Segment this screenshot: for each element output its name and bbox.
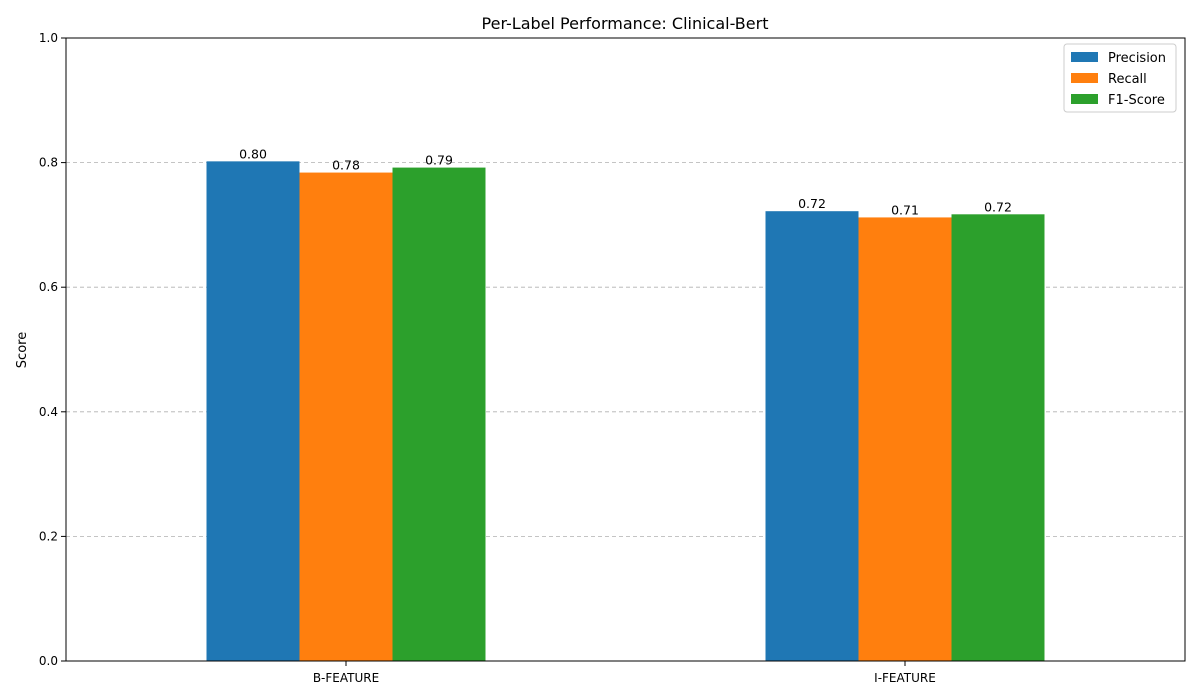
bar-precision-b-feature bbox=[206, 161, 300, 661]
bar-f1-score-b-feature bbox=[392, 167, 486, 662]
legend-label: F1-Score bbox=[1108, 93, 1165, 108]
bar-recall-b-feature bbox=[299, 172, 393, 661]
y-tick-label: 0.6 bbox=[39, 280, 58, 294]
y-tick-label: 0.4 bbox=[39, 405, 58, 419]
bar-recall-i-feature bbox=[858, 217, 952, 661]
x-tick-label: I-FEATURE bbox=[874, 671, 936, 685]
y-tick-label: 0.8 bbox=[39, 156, 58, 170]
bar-value-label: 0.71 bbox=[891, 202, 919, 217]
legend-label: Precision bbox=[1108, 51, 1166, 66]
bar-precision-i-feature bbox=[765, 211, 859, 661]
chart-title: Per-Label Performance: Clinical-Bert bbox=[482, 14, 769, 33]
legend-swatch bbox=[1071, 94, 1098, 104]
x-tick-label: B-FEATURE bbox=[313, 671, 379, 685]
y-tick-label: 1.0 bbox=[39, 31, 58, 45]
y-tick-label: 0.2 bbox=[39, 529, 58, 543]
y-axis-label: Score bbox=[15, 332, 30, 368]
bar-value-label: 0.80 bbox=[239, 146, 267, 161]
y-axis-ticks: 0.0 0.2 0.4 0.6 0.8 1.0 bbox=[39, 31, 66, 668]
legend: Precision Recall F1-Score bbox=[1063, 43, 1177, 113]
plot-frame bbox=[65, 37, 1186, 662]
bars bbox=[206, 161, 1045, 662]
x-axis-ticks: B-FEATURE I-FEATURE bbox=[313, 661, 936, 685]
y-tick-label: 0.0 bbox=[39, 654, 58, 668]
legend-label: Recall bbox=[1108, 72, 1147, 87]
data-labels: 0.80 0.78 0.79 0.72 0.71 0.72 bbox=[239, 146, 1012, 217]
bar-value-label: 0.72 bbox=[984, 199, 1012, 214]
bar-value-label: 0.78 bbox=[332, 158, 360, 173]
bar-value-label: 0.79 bbox=[425, 153, 453, 168]
legend-swatch bbox=[1071, 73, 1098, 83]
bar-f1-score-i-feature bbox=[951, 214, 1045, 661]
bar-value-label: 0.72 bbox=[798, 196, 826, 211]
legend-swatch bbox=[1071, 52, 1098, 62]
